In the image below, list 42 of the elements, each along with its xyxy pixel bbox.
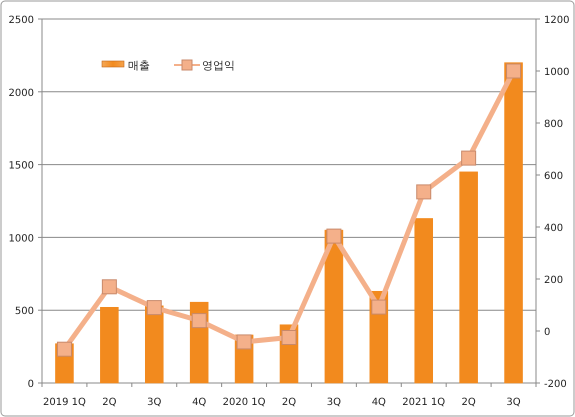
y2-tick-label: 1000 bbox=[544, 67, 570, 78]
point bbox=[506, 64, 522, 78]
x-tick-label: 2021 1Q bbox=[402, 397, 446, 408]
point bbox=[102, 279, 117, 294]
x-tick-label: 3Q bbox=[147, 397, 162, 408]
y-tick-label: 0 bbox=[28, 379, 34, 390]
bar bbox=[100, 306, 119, 384]
bar bbox=[504, 62, 523, 384]
bar bbox=[414, 218, 434, 384]
y2-tick-label: 600 bbox=[544, 171, 564, 182]
x-tick-label: 2Q bbox=[102, 397, 117, 408]
y2-tick-label: 200 bbox=[544, 275, 564, 286]
y2-tick-label: -200 bbox=[544, 379, 567, 390]
y-tick-label: 500 bbox=[14, 306, 34, 318]
point bbox=[416, 184, 432, 200]
x-tick-label: 3Q bbox=[506, 397, 521, 408]
y2-tick-label: 400 bbox=[544, 223, 564, 234]
x-tick-label: 2Q bbox=[462, 397, 476, 408]
y2-tick-label: 800 bbox=[544, 119, 564, 130]
y-tick-label: 2000 bbox=[8, 88, 34, 99]
y-tick-label: 1000 bbox=[8, 233, 34, 244]
x-tick-label: 4Q bbox=[372, 397, 386, 408]
point bbox=[146, 300, 162, 316]
legend-label: 영업익 bbox=[202, 59, 235, 72]
bar bbox=[459, 172, 478, 384]
x-tick-label: 2019 1Q bbox=[43, 397, 86, 408]
point bbox=[326, 228, 342, 244]
legend-label: 매출 bbox=[128, 59, 150, 72]
y-tick-label: 2500 bbox=[8, 15, 34, 26]
point bbox=[56, 342, 72, 357]
x-tick-label: 2Q bbox=[282, 397, 296, 408]
x-tick-label: 2020 1Q bbox=[222, 397, 266, 408]
point bbox=[236, 334, 252, 350]
point bbox=[461, 150, 476, 166]
y2-tick-label: 1200 bbox=[544, 15, 570, 26]
x-tick-label: 3Q bbox=[326, 397, 342, 408]
point bbox=[371, 300, 386, 315]
y2-tick-label: 0 bbox=[544, 327, 550, 338]
y-tick-label: 1500 bbox=[8, 160, 34, 172]
point bbox=[282, 330, 296, 345]
point bbox=[192, 313, 207, 328]
x-tick-label: 4Q bbox=[192, 397, 206, 408]
